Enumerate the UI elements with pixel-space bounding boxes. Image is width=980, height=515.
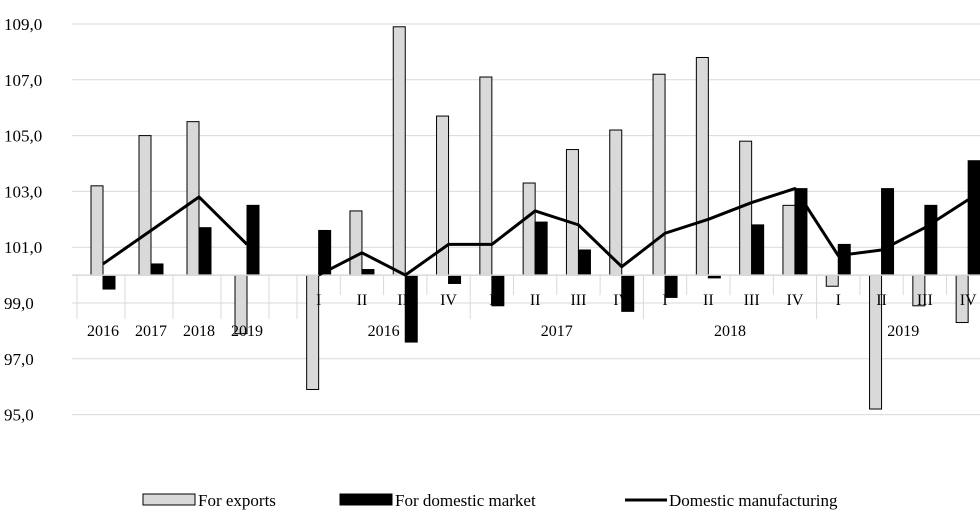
- bar-exports-quarterly: [782, 204, 796, 276]
- quarter-label: II: [703, 292, 714, 309]
- quarter-label: I: [489, 292, 494, 309]
- quarter-label: IV: [613, 292, 630, 309]
- bar-domestic-annual: [150, 263, 164, 276]
- annual-year-label: 2017: [135, 323, 167, 340]
- bar-exports-quarterly: [522, 182, 536, 276]
- bar-exports-quarterly: [565, 149, 579, 276]
- y-tick-label: 101,0: [4, 238, 42, 257]
- bar-domestic-quarterly: [967, 160, 980, 276]
- bar-domestic-quarterly: [794, 188, 808, 276]
- legend-label: For domestic market: [395, 491, 536, 510]
- quarter-label: IV: [440, 292, 457, 309]
- legend-swatch-domestic: [339, 493, 393, 506]
- quarter-label: III: [917, 292, 933, 309]
- legend-label: For exports: [198, 491, 276, 510]
- bar-exports-annual: [138, 135, 152, 276]
- bar-exports-quarterly: [349, 210, 363, 276]
- quarter-label: II: [357, 292, 368, 309]
- y-tick-label: 105,0: [4, 127, 42, 146]
- quarter-label: III: [570, 292, 586, 309]
- bar-exports-quarterly: [739, 140, 753, 276]
- y-tick-label: 97,0: [4, 350, 34, 369]
- bar-domestic-annual: [102, 274, 116, 290]
- bar-exports-quarterly: [695, 56, 709, 276]
- bar-domestic-annual: [198, 227, 212, 276]
- bar-domestic-quarterly: [534, 221, 548, 276]
- quarter-label: III: [744, 292, 760, 309]
- bars: [90, 26, 980, 410]
- quarter-group-year-label: 2018: [714, 323, 746, 340]
- legend-swatch-exports: [142, 493, 196, 506]
- y-tick-label: 95,0: [4, 406, 34, 425]
- bar-domestic-quarterly: [448, 274, 462, 284]
- legend: For exports For domestic market Domestic m…: [142, 491, 838, 510]
- quarter-label: IV: [787, 292, 804, 309]
- line-manufacturing-annual: [102, 195, 249, 266]
- bar-exports-quarterly: [652, 73, 666, 276]
- quarter-label: I: [836, 292, 841, 309]
- bar-exports-quarterly: [825, 274, 839, 287]
- quarter-label: I: [662, 292, 667, 309]
- bar-exports-quarterly: [609, 129, 623, 276]
- bar-domestic-quarterly: [361, 269, 375, 276]
- bar-domestic-quarterly: [924, 204, 938, 276]
- annual-year-label: 2019: [231, 323, 263, 340]
- quarter-group-year-label: 2019: [887, 323, 919, 340]
- y-tick-label: 107,0: [4, 71, 42, 90]
- line-manufacturing-quarterly: [317, 187, 969, 277]
- y-tick-label: 103,0: [4, 182, 42, 201]
- bar-domestic-annual: [246, 204, 260, 276]
- quarter-group-year-label: 2017: [541, 323, 573, 340]
- annual-year-label: 2018: [183, 323, 215, 340]
- bar-exports-quarterly: [392, 26, 406, 276]
- y-axis-ticks: 95,0 97,0 99,0 101,0 103,0 105,0 107,0 109,0: [4, 15, 42, 425]
- bar-exports-annual: [90, 185, 104, 276]
- annual-year-label: 2016: [87, 323, 119, 340]
- legend-label: Domestic manufacturing: [669, 491, 838, 510]
- quarter-label: II: [530, 292, 541, 309]
- bar-domestic-quarterly: [577, 249, 591, 276]
- y-tick-label: 109,0: [4, 15, 42, 34]
- quarter-label: II: [876, 292, 887, 309]
- quarter-label: III: [397, 292, 413, 309]
- manufacturing-lines: [102, 187, 969, 277]
- bar-domestic-quarterly: [751, 224, 765, 276]
- quarter-label: IV: [960, 292, 977, 309]
- quarter-group-year-label: 2016: [368, 323, 400, 340]
- bar-domestic-quarterly: [837, 243, 851, 276]
- y-tick-label: 99,0: [4, 294, 34, 313]
- quarter-label: I: [316, 292, 321, 309]
- bar-domestic-quarterly: [881, 188, 895, 276]
